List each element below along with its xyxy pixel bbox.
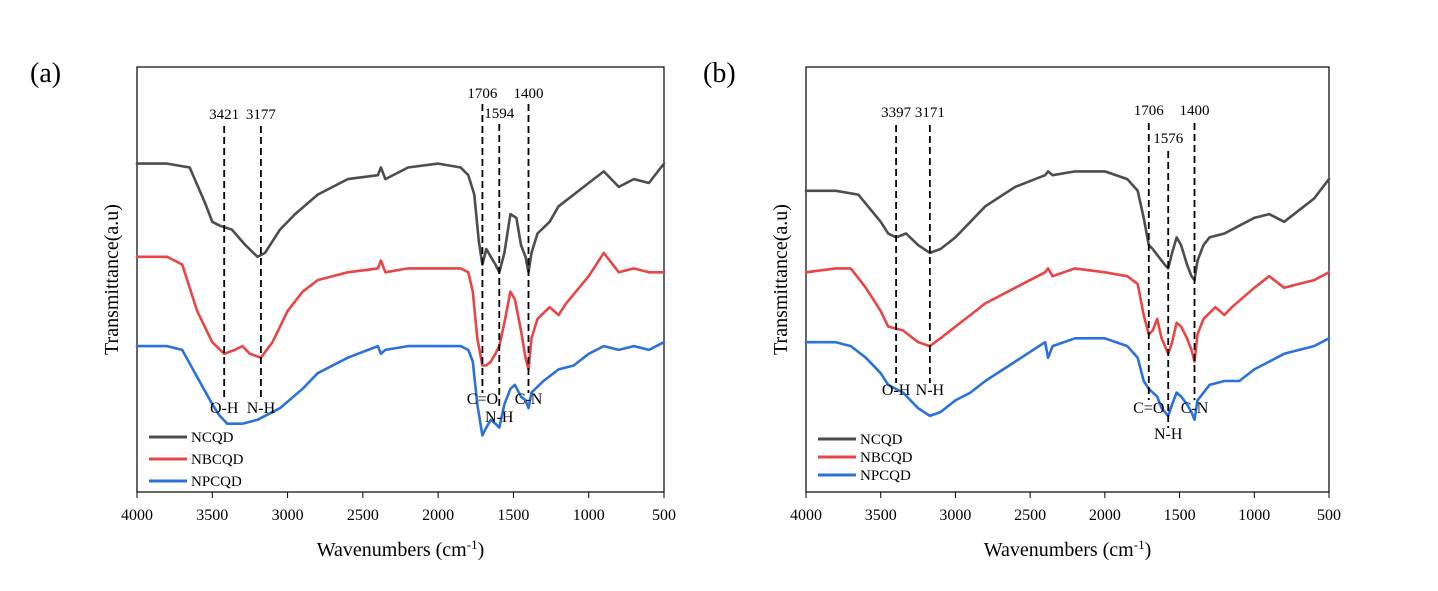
- reference-bond-label: O-H: [882, 382, 911, 399]
- x-tick-label: 1000: [573, 507, 605, 524]
- x-tick-label: 3000: [939, 507, 971, 524]
- reference-value-label: 1706: [1134, 103, 1165, 119]
- legend-label: NPCQD: [860, 468, 911, 484]
- panel-label: (b): [703, 58, 736, 89]
- x-tick-label: 2500: [1014, 507, 1046, 524]
- reference-bond-label: N-H: [1154, 426, 1183, 443]
- x-tick-label: 4000: [121, 507, 153, 524]
- reference-value-label: 1594: [484, 106, 515, 122]
- x-tick-label: 2000: [422, 507, 454, 524]
- legend-label: NBCQD: [860, 450, 913, 466]
- reference-bond-label: C-N: [1181, 400, 1209, 417]
- x-axis-label: Wavenumbers (cm-1): [317, 537, 485, 562]
- reference-value-label: 1400: [1180, 103, 1210, 119]
- reference-value-label: 3421: [209, 107, 239, 123]
- series-line-npcqd: [804, 337, 1331, 422]
- reference-value-label: 1576: [1153, 131, 1184, 147]
- x-tick-label: 500: [652, 507, 676, 524]
- x-tick-label: 3000: [272, 507, 304, 524]
- plot-frame: [136, 66, 665, 493]
- x-tick-label: 3500: [196, 507, 228, 524]
- panel-label: (a): [30, 58, 61, 89]
- x-tick-label: 1500: [1164, 507, 1196, 524]
- reference-bond-label: C-N: [515, 391, 543, 408]
- legend-label: NCQD: [191, 430, 234, 446]
- x-tick-label: 2000: [1089, 507, 1121, 524]
- x-tick-label: 4000: [790, 507, 822, 524]
- x-tick-label: 1500: [497, 507, 529, 524]
- legend-label: NPCQD: [191, 474, 242, 490]
- reference-value-label: 3397: [881, 105, 912, 121]
- series-line-npcqd: [135, 340, 666, 437]
- x-axis-label: Wavenumbers (cm-1): [984, 537, 1152, 562]
- reference-bond-label: C=O: [1133, 400, 1164, 417]
- plot-frame: [805, 66, 1330, 493]
- legend-label: NBCQD: [191, 452, 244, 468]
- x-tick-label: 1000: [1238, 507, 1270, 524]
- reference-value-label: 1706: [467, 86, 498, 102]
- x-tick-label: 2500: [347, 507, 379, 524]
- reference-value-label: 3171: [915, 105, 945, 121]
- reference-value-label: 1400: [513, 86, 543, 102]
- reference-bond-label: O-H: [210, 400, 239, 417]
- series-line-nbcqd: [135, 251, 666, 371]
- x-tick-label: 500: [1317, 507, 1341, 524]
- y-axis-label: Transmittance(a.u): [770, 204, 792, 355]
- y-axis-label: Transmittance(a.u): [101, 204, 123, 355]
- reference-bond-label: N-H: [247, 400, 276, 417]
- series-line-ncqd: [135, 162, 666, 274]
- series-line-ncqd: [804, 170, 1331, 282]
- series-line-nbcqd: [804, 267, 1331, 363]
- reference-bond-label: N-H: [916, 382, 945, 399]
- reference-bond-label: C=O: [467, 391, 498, 408]
- legend-label: NCQD: [860, 432, 903, 448]
- chart-panel-a: 4000 3500 3000 2500 2000 1500 1000 500 Wavenumbe…: [30, 58, 676, 561]
- chart-panel-b: 4000 3500 3000 2500 2000 1500 1000 500 Wavenumbe…: [703, 58, 1341, 561]
- x-tick-label: 3500: [865, 507, 897, 524]
- reference-value-label: 3177: [246, 107, 277, 123]
- reference-bond-label: N-H: [485, 409, 514, 426]
